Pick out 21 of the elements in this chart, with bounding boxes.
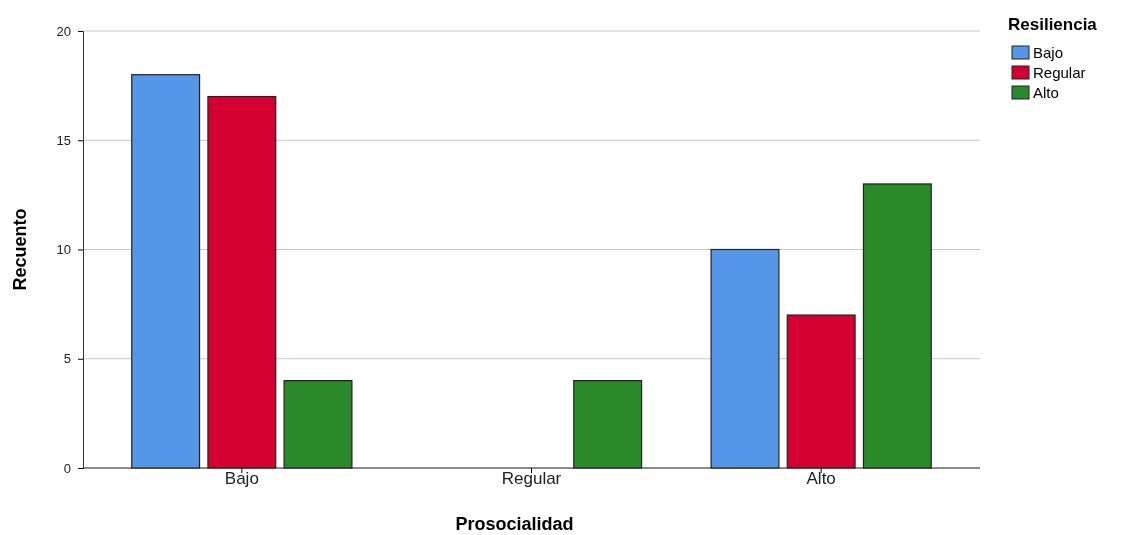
legend-title: Resiliencia — [1008, 15, 1098, 34]
legend-label: Bajo — [1033, 44, 1064, 61]
bar — [862, 183, 932, 469]
x-axis-title: Prosocialidad — [455, 514, 574, 534]
x-tick-label: Alto — [806, 469, 836, 488]
bar — [573, 380, 643, 469]
bar — [786, 314, 856, 469]
y-tick-label: 15 — [56, 132, 71, 148]
legend-label: Alto — [1033, 84, 1059, 101]
x-tick-label: Bajo — [224, 469, 259, 488]
legend-label: Regular — [1033, 64, 1086, 81]
y-tick-label: 20 — [56, 23, 71, 39]
y-tick-label: 5 — [63, 351, 71, 367]
y-tick-label: 0 — [63, 460, 71, 476]
bar — [131, 74, 201, 469]
y-axis-title: Recuento — [10, 208, 30, 291]
y-tick-label: 10 — [56, 242, 71, 258]
bar — [207, 95, 277, 469]
bar — [710, 248, 780, 469]
bar — [283, 380, 353, 469]
x-tick-label: Regular — [501, 469, 562, 488]
